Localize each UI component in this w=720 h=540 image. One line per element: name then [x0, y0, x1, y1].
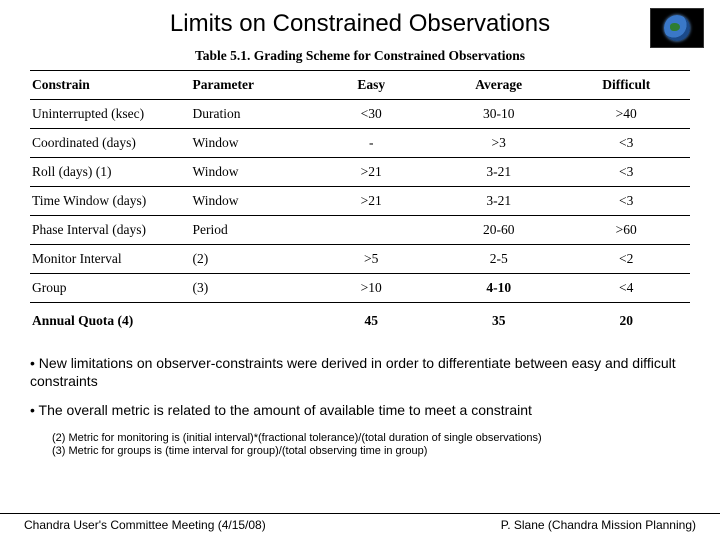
- grading-table: Table 5.1. Grading Scheme for Constraine…: [30, 44, 690, 335]
- cell-parameter: (2): [189, 245, 308, 274]
- cell-constrain: Roll (days) (1): [30, 158, 189, 187]
- cell-parameter: Period: [189, 216, 308, 245]
- cell-constrain: Phase Interval (days): [30, 216, 189, 245]
- cell-constrain: Time Window (days): [30, 187, 189, 216]
- cell-average: 20-60: [435, 216, 563, 245]
- cell-difficult: <3: [562, 187, 690, 216]
- cell-constrain: Coordinated (days): [30, 129, 189, 158]
- cell-parameter: (3): [189, 274, 308, 303]
- cell-parameter: Duration: [189, 100, 308, 129]
- cell-parameter: Window: [189, 187, 308, 216]
- totals-param: [189, 303, 308, 336]
- cell-difficult: <3: [562, 129, 690, 158]
- cell-easy: >10: [307, 274, 435, 303]
- table-row: Coordinated (days)Window->3<3: [30, 129, 690, 158]
- footnote-2: (2) Metric for monitoring is (initial in…: [52, 432, 690, 446]
- col-easy: Easy: [307, 71, 435, 100]
- table-row: Monitor Interval(2)>52-5<2: [30, 245, 690, 274]
- cell-easy: >21: [307, 187, 435, 216]
- cell-difficult: <4: [562, 274, 690, 303]
- cell-parameter: Window: [189, 129, 308, 158]
- bullet-1: • New limitations on observer-constraint…: [30, 355, 690, 390]
- table-row: Time Window (days)Window>213-21<3: [30, 187, 690, 216]
- totals-average: 35: [435, 303, 563, 336]
- footnote-3: (3) Metric for groups is (time interval …: [52, 445, 690, 459]
- footer-left: Chandra User's Committee Meeting (4/15/0…: [24, 518, 266, 532]
- bullet-2: • The overall metric is related to the a…: [30, 402, 690, 420]
- table-row: Group(3)>104-10<4: [30, 274, 690, 303]
- cell-average: 3-21: [435, 158, 563, 187]
- cell-easy: -: [307, 129, 435, 158]
- col-parameter: Parameter: [189, 71, 308, 100]
- cell-constrain: Monitor Interval: [30, 245, 189, 274]
- cell-average: 2-5: [435, 245, 563, 274]
- col-difficult: Difficult: [562, 71, 690, 100]
- table-row: Roll (days) (1)Window>213-21<3: [30, 158, 690, 187]
- cell-average: >3: [435, 129, 563, 158]
- cell-difficult: <2: [562, 245, 690, 274]
- cell-difficult: <3: [562, 158, 690, 187]
- grading-table-wrap: Table 5.1. Grading Scheme for Constraine…: [30, 44, 690, 335]
- table-row: Phase Interval (days)Period 20-60>60: [30, 216, 690, 245]
- footer-right: P. Slane (Chandra Mission Planning): [501, 518, 696, 532]
- footer: Chandra User's Committee Meeting (4/15/0…: [0, 513, 720, 532]
- cell-difficult: >40: [562, 100, 690, 129]
- cell-average: 30-10: [435, 100, 563, 129]
- logo-box: [650, 8, 704, 48]
- earth-icon: [664, 15, 690, 41]
- totals-easy: 45: [307, 303, 435, 336]
- cell-easy: <30: [307, 100, 435, 129]
- cell-easy: [307, 216, 435, 245]
- col-constrain: Constrain: [30, 71, 189, 100]
- totals-difficult: 20: [562, 303, 690, 336]
- col-average: Average: [435, 71, 563, 100]
- cell-average: 4-10: [435, 274, 563, 303]
- cell-easy: >21: [307, 158, 435, 187]
- totals-label: Annual Quota (4): [30, 303, 189, 336]
- bullets: • New limitations on observer-constraint…: [30, 355, 690, 420]
- table-caption: Table 5.1. Grading Scheme for Constraine…: [30, 44, 690, 70]
- cell-easy: >5: [307, 245, 435, 274]
- page-title: Limits on Constrained Observations: [24, 10, 696, 38]
- cell-constrain: Uninterrupted (ksec): [30, 100, 189, 129]
- footnotes: (2) Metric for monitoring is (initial in…: [52, 432, 690, 460]
- cell-constrain: Group: [30, 274, 189, 303]
- cell-difficult: >60: [562, 216, 690, 245]
- cell-parameter: Window: [189, 158, 308, 187]
- table-row: Uninterrupted (ksec)Duration<3030-10>40: [30, 100, 690, 129]
- table-totals-row: Annual Quota (4) 45 35 20: [30, 303, 690, 336]
- cell-average: 3-21: [435, 187, 563, 216]
- table-header-row: Constrain Parameter Easy Average Difficu…: [30, 71, 690, 100]
- table-body: Uninterrupted (ksec)Duration<3030-10>40C…: [30, 100, 690, 303]
